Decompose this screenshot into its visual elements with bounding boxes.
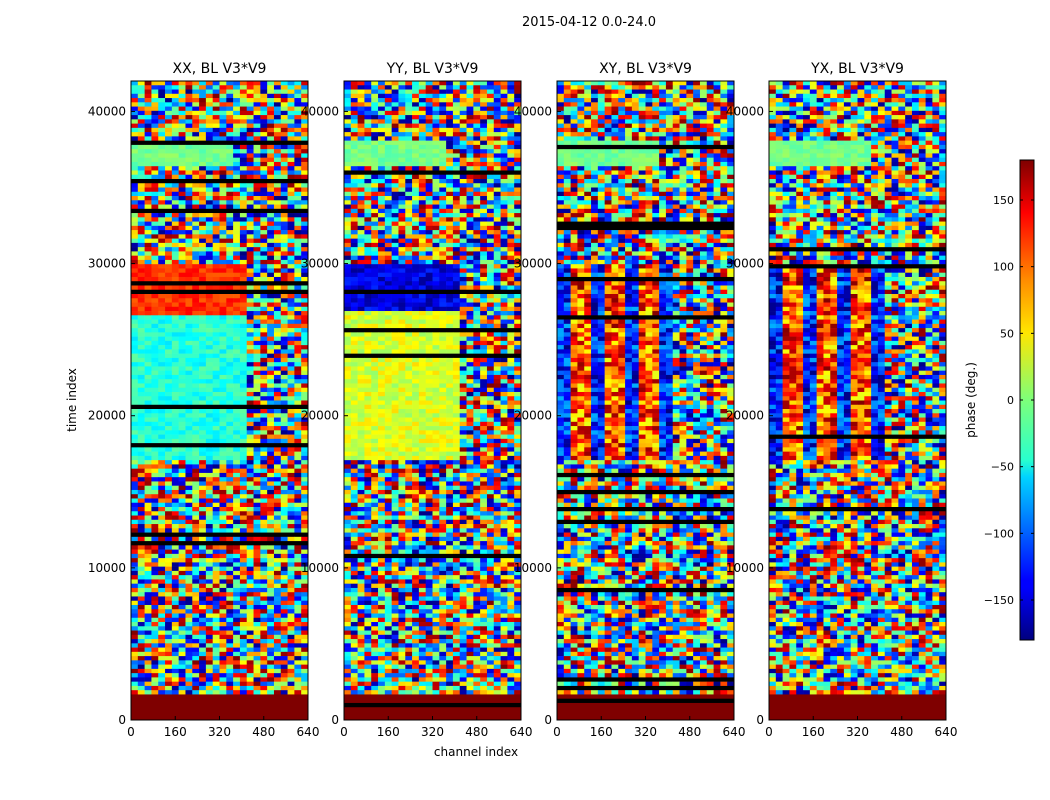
y-tick-label: 20000 [88,409,126,423]
panel-title: YY, BL V3*V9 [386,61,479,77]
panel-title: XY, BL V3*V9 [599,61,692,77]
x-tick-label: 320 [208,725,231,739]
colorbar-label: phase (deg.) [964,362,978,438]
y-tick-label: 20000 [301,409,339,423]
x-tick-label: 640 [723,725,746,739]
colorbar-ticks: −150 −100 −50 0 50 100 150 [984,194,1034,607]
y-tick-label: 10000 [301,561,339,575]
y-tick-label: 10000 [514,561,552,575]
y-tick-label: 30000 [726,257,764,271]
y-tick-label: 0 [118,713,126,727]
x-tick-label: 480 [252,725,275,739]
colorbar-tick-label: −150 [984,594,1014,607]
y-axis-label: time index [65,368,79,432]
x-tick-label: 320 [421,725,444,739]
x-tick-label: 160 [802,725,825,739]
y-tick-label: 10000 [88,561,126,575]
colorbar-tick-label: −50 [991,461,1014,474]
x-tick-label: 480 [465,725,488,739]
panel-title: XX, BL V3*V9 [173,61,267,77]
x-axis-label: channel index [434,745,518,759]
heatmap-cells [131,81,309,721]
colorbar-tick-label: 150 [993,194,1014,207]
y-tick-label: 40000 [514,104,552,118]
x-tick-label: 160 [377,725,400,739]
y-tick-label: 20000 [514,409,552,423]
x-tick-label: 160 [164,725,187,739]
y-tick-label: 30000 [88,257,126,271]
x-tick-label: 0 [553,725,561,739]
heatmap-cells [557,81,735,721]
colorbar-tick-label: 0 [1007,394,1014,407]
x-tick-label: 640 [935,725,958,739]
y-tick-label: 20000 [726,409,764,423]
heatmap-panels: XX, BL V3*V9 0 160 320 480 640 0 10000 20000 3000… [88,61,958,739]
heatmap-panel-1: YY, BL V3*V9 0 160 320 480 640 0 10000 20000 3000… [301,61,533,739]
colorbar-tick-label: −100 [984,527,1014,540]
x-tick-label: 320 [634,725,657,739]
panel-title: YX, BL V3*V9 [810,61,904,77]
x-tick-label: 640 [297,725,320,739]
x-tick-label: 480 [890,725,913,739]
heatmap-panel-3: YX, BL V3*V9 0 160 320 480 640 0 10000 20000 3000… [726,61,958,739]
heatmap-panel-0: XX, BL V3*V9 0 160 320 480 640 0 10000 20000 3000… [88,61,320,739]
y-tick-label: 30000 [514,257,552,271]
x-tick-label: 0 [765,725,773,739]
x-tick-label: 0 [127,725,135,739]
y-tick-label: 0 [544,713,552,727]
heatmap-panel-2: XY, BL V3*V9 0 160 320 480 640 0 10000 20000 3000… [514,61,746,739]
y-tick-label: 0 [756,713,764,727]
y-tick-label: 0 [331,713,339,727]
y-tick-label: 40000 [726,104,764,118]
y-tick-label: 30000 [301,257,339,271]
x-tick-label: 480 [678,725,701,739]
x-tick-label: 640 [510,725,533,739]
colorbar-tick-label: 50 [1000,327,1014,340]
heatmap-cells [769,81,947,721]
y-tick-label: 10000 [726,561,764,575]
y-tick-label: 40000 [88,104,126,118]
x-tick-label: 320 [846,725,869,739]
colorbar: −150 −100 −50 0 50 100 150 phase (deg.) [964,159,1035,641]
y-tick-label: 40000 [301,104,339,118]
colorbar-tick-label: 100 [993,261,1014,274]
figure-title: 2015-04-12 0.0-24.0 [522,15,656,30]
heatmap-cells [344,81,522,721]
x-tick-label: 160 [590,725,613,739]
x-tick-label: 0 [340,725,348,739]
